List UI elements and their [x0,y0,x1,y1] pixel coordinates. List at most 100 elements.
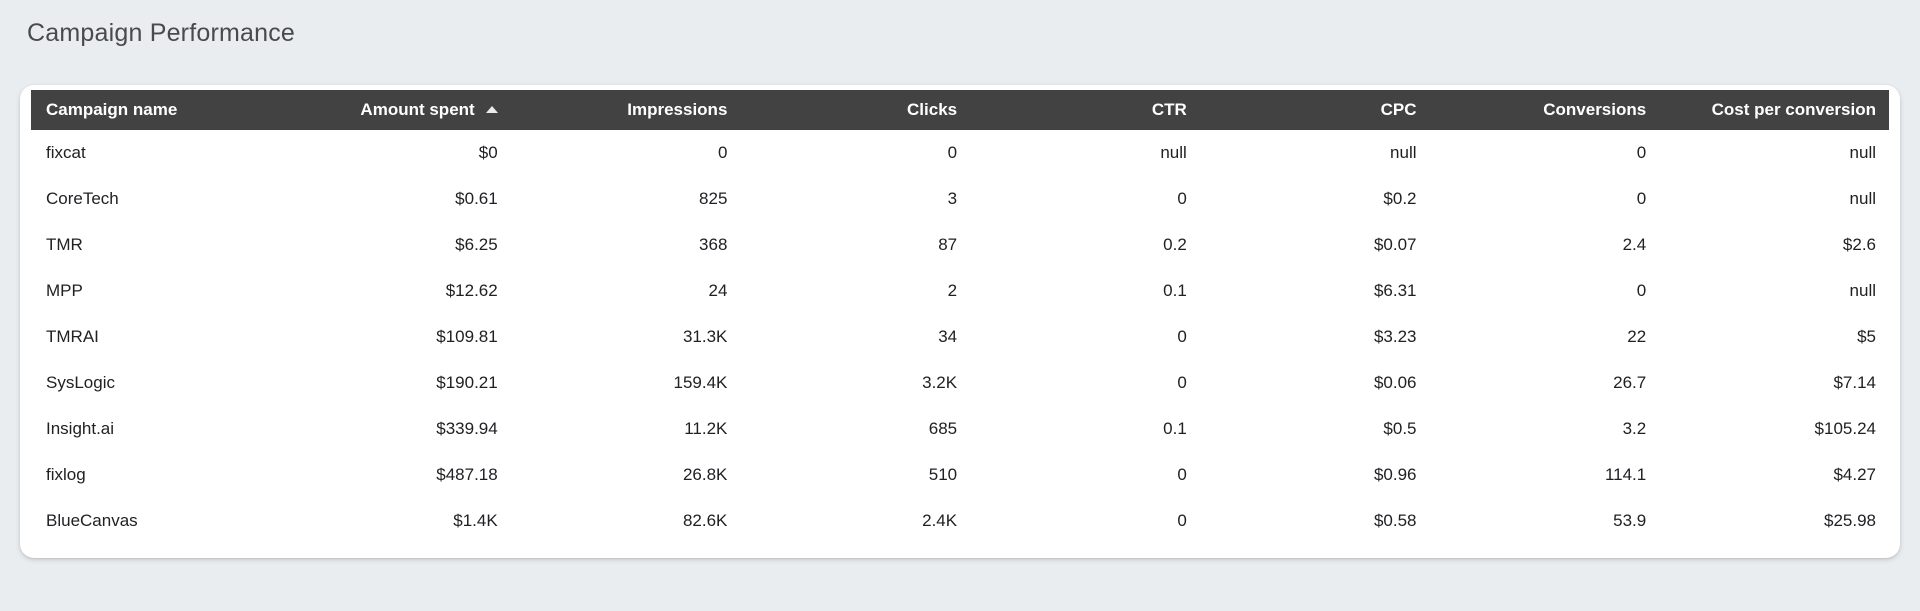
cost-per-conversion-cell: $7.14 [1833,373,1876,392]
ctr-cell: 0 [1177,373,1187,392]
cpc-cell: $0.58 [1373,511,1417,530]
column-header-cost-per-conversion[interactable]: Cost per conversion [1659,90,1889,130]
amount-spent-cell: $1.4K [453,511,498,530]
conversions-cell: 26.7 [1613,373,1647,392]
cost-per-conversion-cell: $5 [1857,327,1876,346]
table-row: BlueCanvas $1.4K 82.6K 2.4K 0 $0.58 53.9 $25.98 [31,498,1889,544]
table-row: CoreTech $0.61 825 3 0 $0.2 0 null [31,176,1889,222]
cpc-cell: $0.06 [1373,373,1417,392]
campaign-table: Campaign name Amount spent Impressions Clic… [31,90,1889,544]
conversions-cell: 53.9 [1613,511,1647,530]
impressions-cell: 825 [699,189,728,208]
campaign-name-cell: BlueCanvas [46,511,138,530]
clicks-cell: 2 [947,281,958,300]
column-header-label: CPC [1380,100,1417,119]
campaign-name-cell: TMR [46,235,83,254]
cpc-cell: $0.2 [1383,189,1417,208]
table-row: SysLogic $190.21 159.4K 3.2K 0 $0.06 26.7 $7.14 [31,360,1889,406]
amount-spent-cell: $339.94 [436,419,498,438]
column-header-label: Clicks [907,100,958,119]
campaign-name-cell: CoreTech [46,189,119,208]
cpc-cell: $0.5 [1383,419,1417,438]
column-header-conversions[interactable]: Conversions [1429,90,1660,130]
campaign-name-cell: fixlog [46,465,86,484]
column-header-ctr[interactable]: CTR [970,90,1200,130]
impressions-cell: 31.3K [682,327,728,346]
column-header-impressions[interactable]: Impressions [510,90,741,130]
table-row: fixlog $487.18 26.8K 510 0 $0.96 114.1 $4.27 [31,452,1889,498]
amount-spent-cell: $190.21 [436,373,498,392]
page-title: Campaign Performance [27,19,296,47]
campaign-performance-card: Campaign name Amount spent Impressions Clic… [20,85,1900,558]
impressions-cell: 24 [708,281,728,300]
impressions-cell: 368 [699,235,728,254]
ctr-cell: 0 [1177,189,1187,208]
cost-per-conversion-cell: null [1849,189,1876,208]
table-body: fixcat $0 0 0 null null 0 null CoreTech $0.61 825 3… [31,130,1889,544]
clicks-cell: 34 [938,327,958,346]
column-header-clicks[interactable]: Clicks [740,90,971,130]
conversions-cell: 0 [1636,143,1647,162]
table-row: MPP $12.62 24 2 0.1 $6.31 0 null [31,268,1889,314]
clicks-cell: 0 [947,143,958,162]
campaign-name-cell: SysLogic [46,373,115,392]
impressions-cell: 159.4K [673,373,728,392]
conversions-cell: 2.4 [1622,235,1647,254]
sort-ascending-icon [485,106,498,113]
clicks-cell: 510 [928,465,958,484]
table-row: Insight.ai $339.94 11.2K 685 0.1 $0.5 3.2 $105.… [31,406,1889,452]
ctr-cell: 0 [1177,465,1187,484]
cost-per-conversion-cell: null [1849,281,1876,300]
impressions-cell: 0 [717,143,728,162]
impressions-cell: 11.2K [684,419,728,438]
amount-spent-cell: $0.61 [455,189,498,208]
cpc-cell: $6.31 [1373,281,1417,300]
amount-spent-cell: $12.62 [445,281,498,300]
column-header-campaign-name[interactable]: Campaign name [31,90,281,130]
campaign-name-cell: TMRAI [46,327,99,346]
impressions-cell: 82.6K [682,511,728,530]
impressions-cell: 26.8K [682,465,728,484]
cpc-cell: null [1390,143,1417,162]
table-row: TMR $6.25 368 87 0.2 $0.07 2.4 $2.6 [31,222,1889,268]
amount-spent-cell: $6.25 [455,235,498,254]
ctr-cell: 0.1 [1163,281,1187,300]
campaign-name-cell: fixcat [46,143,86,162]
conversions-cell: 22 [1627,327,1647,346]
cost-per-conversion-cell: $4.27 [1833,465,1876,484]
column-header-label: Amount spent [360,100,475,119]
table-header-row: Campaign name Amount spent Impressions Clic… [31,90,1889,130]
column-header-label: Conversions [1543,100,1647,119]
clicks-cell: 3.2K [922,373,958,392]
column-header-label: CTR [1151,100,1187,119]
amount-spent-cell: $109.81 [436,327,498,346]
cost-per-conversion-cell: $2.6 [1842,235,1876,254]
ctr-cell: 0.1 [1163,419,1187,438]
table-row: TMRAI $109.81 31.3K 34 0 $3.23 22 $5 [31,314,1889,360]
amount-spent-cell: $487.18 [436,465,498,484]
ctr-cell: 0 [1177,511,1187,530]
clicks-cell: 2.4K [922,511,958,530]
ctr-cell: 0 [1177,327,1187,346]
column-header-label: Impressions [627,100,728,119]
campaign-name-cell: Insight.ai [46,419,115,438]
clicks-cell: 3 [947,189,958,208]
cpc-cell: $0.07 [1373,235,1417,254]
cpc-cell: $0.96 [1373,465,1417,484]
table-row: fixcat $0 0 0 null null 0 null [31,130,1889,176]
ctr-cell: null [1160,143,1187,162]
conversions-cell: 114.1 [1604,465,1647,484]
conversions-cell: 3.2 [1622,419,1647,438]
clicks-cell: 87 [938,235,958,254]
ctr-cell: 0.2 [1163,235,1187,254]
cost-per-conversion-cell: $105.24 [1814,419,1876,438]
cost-per-conversion-cell: null [1849,143,1876,162]
cost-per-conversion-cell: $25.98 [1824,511,1876,530]
cpc-cell: $3.23 [1373,327,1417,346]
column-header-label: Campaign name [46,100,178,119]
column-header-amount-spent[interactable]: Amount spent [281,90,511,130]
column-header-label: Cost per conversion [1711,100,1876,119]
amount-spent-cell: $0 [478,143,498,162]
column-header-cpc[interactable]: CPC [1199,90,1430,130]
conversions-cell: 0 [1636,189,1647,208]
